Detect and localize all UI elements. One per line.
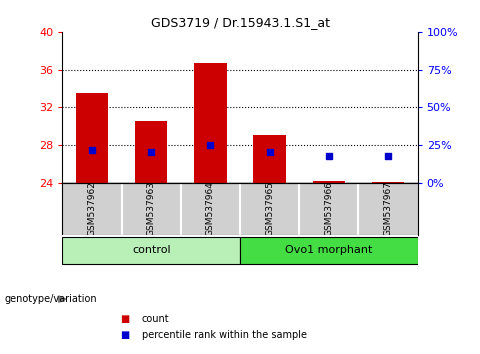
Text: count: count (142, 314, 169, 324)
Bar (62, 237, 240, 264)
Bar (194, 63, 227, 183)
Text: GSM537967: GSM537967 (384, 182, 393, 236)
Point (147, 150, 155, 155)
Bar (240, 237, 418, 264)
Text: percentile rank within the sample: percentile rank within the sample (142, 330, 307, 339)
Point (266, 150, 274, 155)
Text: GSM537963: GSM537963 (147, 182, 156, 236)
Text: GSM537966: GSM537966 (324, 182, 333, 236)
Text: Ovo1 morphant: Ovo1 morphant (285, 245, 372, 255)
Point (206, 142, 214, 148)
Bar (253, 136, 286, 183)
Text: genotype/variation: genotype/variation (5, 294, 97, 304)
Text: GSM537964: GSM537964 (206, 182, 215, 236)
Text: GSM537965: GSM537965 (265, 182, 274, 236)
Bar (76, 93, 108, 183)
Point (325, 153, 333, 159)
Text: control: control (132, 245, 170, 255)
Point (88, 147, 96, 153)
Text: ■: ■ (120, 314, 129, 324)
Text: GSM537962: GSM537962 (87, 182, 96, 236)
Title: GDS3719 / Dr.15943.1.S1_at: GDS3719 / Dr.15943.1.S1_at (151, 16, 329, 29)
Point (384, 153, 392, 159)
Bar (135, 121, 168, 183)
Text: ■: ■ (120, 330, 129, 339)
Bar (372, 182, 404, 183)
Bar (312, 181, 345, 183)
